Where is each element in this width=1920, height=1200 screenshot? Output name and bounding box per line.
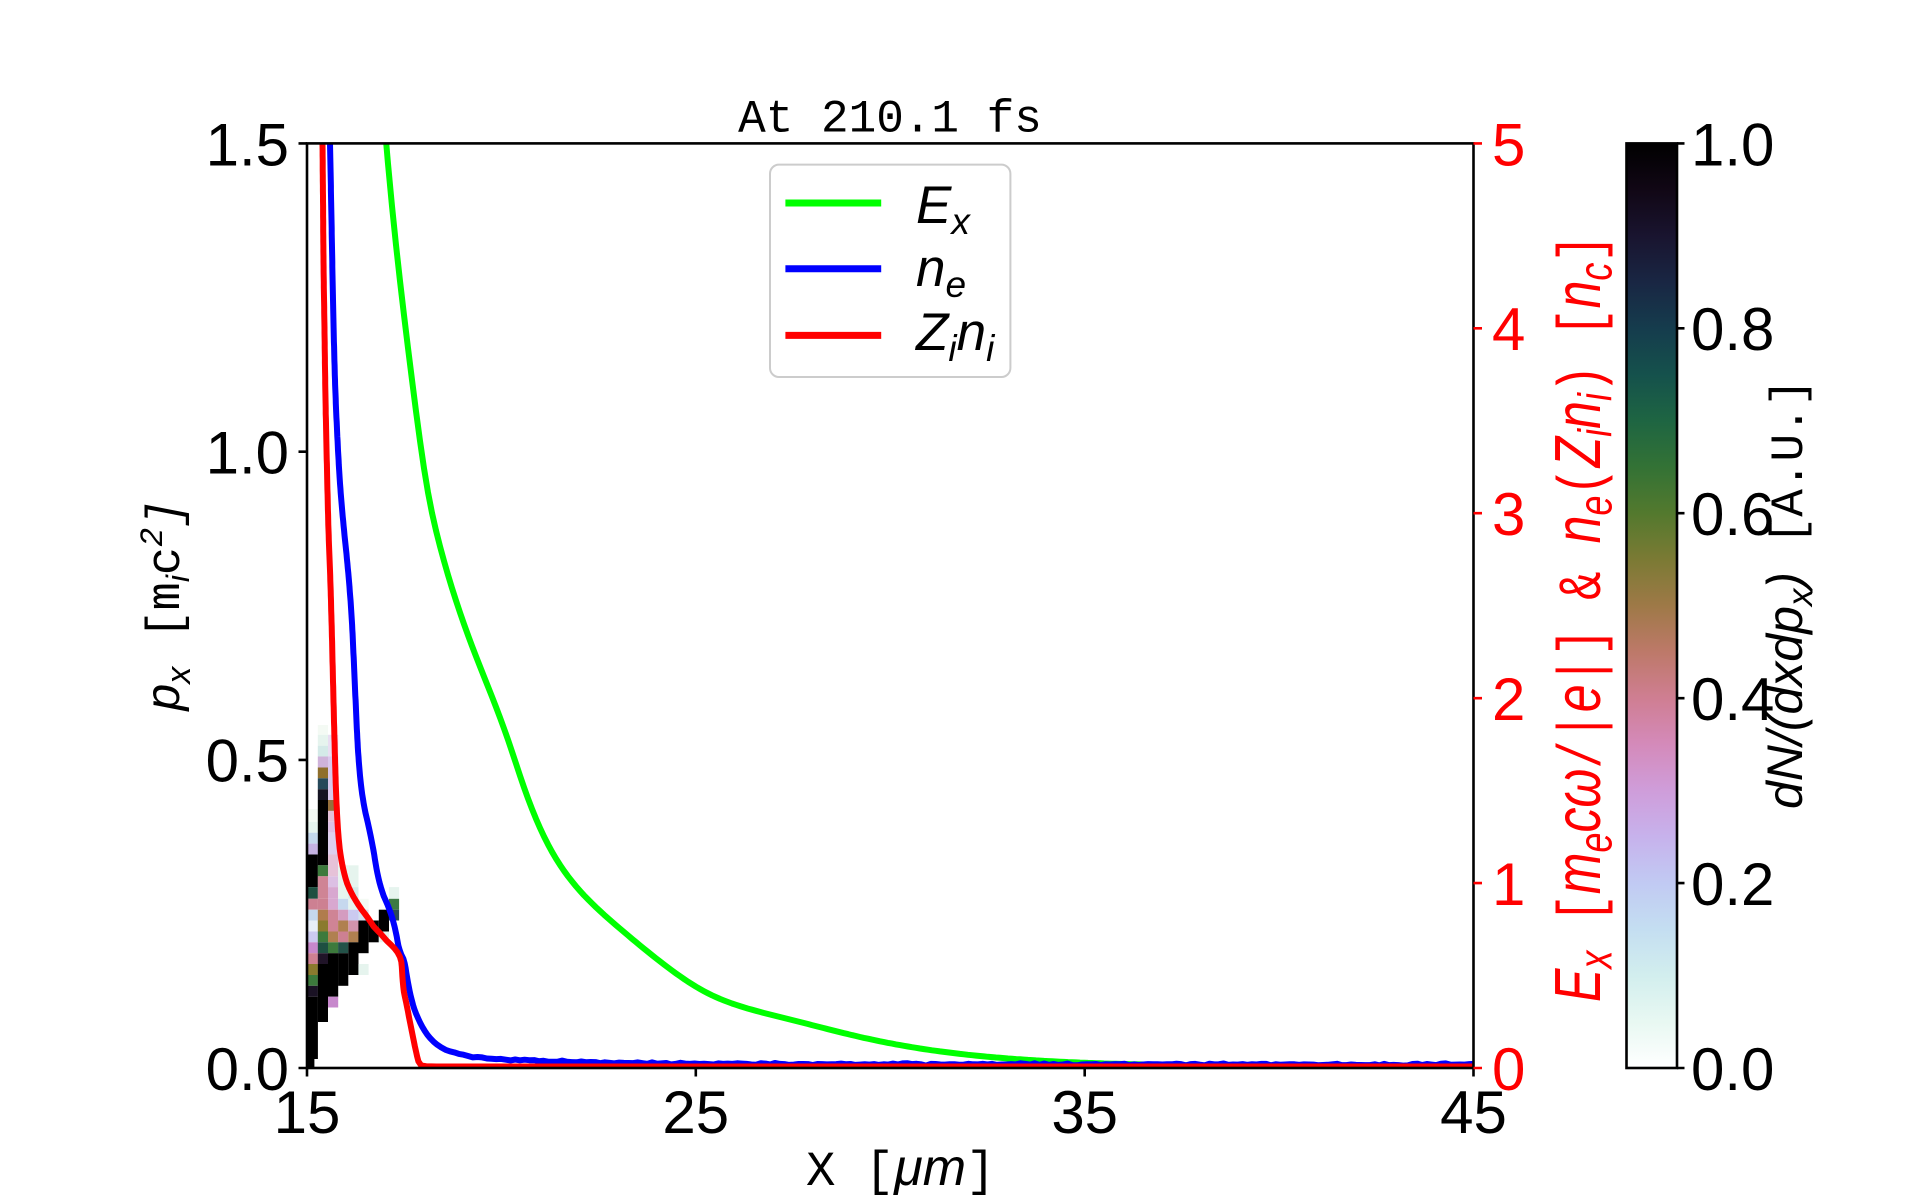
svg-text:35: 35 [1051, 1079, 1118, 1146]
svg-text:X [μm]: X [μm] [806, 1139, 995, 1200]
svg-text:0.0: 0.0 [1691, 1036, 1774, 1103]
svg-text:15: 15 [274, 1079, 341, 1146]
svg-text:1.5: 1.5 [206, 111, 289, 178]
svg-text:4: 4 [1492, 296, 1525, 363]
svg-text:At 210.1 fs: At 210.1 fs [738, 94, 1042, 146]
svg-text:45: 45 [1440, 1079, 1507, 1146]
svg-text:0.8: 0.8 [1691, 296, 1774, 363]
svg-text:1.0: 1.0 [1691, 111, 1774, 178]
svg-text:2: 2 [1492, 666, 1525, 733]
svg-text:1.0: 1.0 [206, 420, 289, 487]
svg-text:0.4: 0.4 [1691, 666, 1774, 733]
svg-text:5: 5 [1492, 111, 1525, 178]
svg-text:0: 0 [1492, 1036, 1525, 1103]
svg-text:Ex [mecω/|e|] & ne(Zini) [nc]: Ex [mecω/|e|] & ne(Zini) [nc] [1543, 234, 1622, 1002]
svg-text:3: 3 [1492, 481, 1525, 548]
svg-text:25: 25 [662, 1079, 729, 1146]
svg-text:0.6: 0.6 [1691, 481, 1774, 548]
svg-text:0.5: 0.5 [206, 728, 289, 795]
svg-text:0.2: 0.2 [1691, 851, 1774, 918]
svg-text:1: 1 [1492, 851, 1525, 918]
svg-text:0.0: 0.0 [206, 1036, 289, 1103]
